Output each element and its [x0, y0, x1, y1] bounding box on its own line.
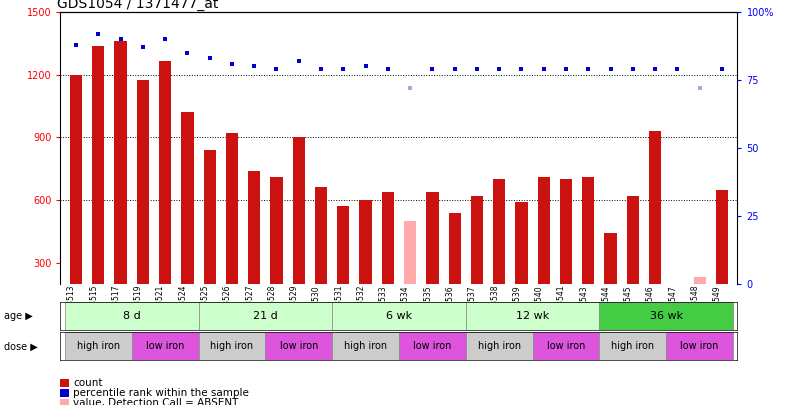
Bar: [92, 45, 105, 284]
Text: low iron: low iron: [280, 341, 318, 351]
Bar: [538, 177, 550, 284]
Bar: [359, 200, 372, 284]
Text: low iron: low iron: [546, 341, 585, 351]
Bar: [649, 131, 661, 284]
Text: high iron: high iron: [77, 341, 120, 351]
Bar: [137, 80, 149, 284]
Bar: [332, 332, 399, 360]
Bar: [716, 190, 728, 284]
Text: low iron: low iron: [680, 341, 719, 351]
Bar: [315, 188, 327, 284]
Bar: [181, 112, 193, 284]
Text: low iron: low iron: [146, 341, 185, 351]
Bar: [493, 179, 505, 284]
Bar: [560, 179, 572, 284]
Bar: [466, 332, 533, 360]
Text: 8 d: 8 d: [123, 311, 140, 321]
Bar: [448, 213, 461, 284]
Bar: [600, 302, 733, 330]
Bar: [382, 192, 394, 284]
Text: percentile rank within the sample: percentile rank within the sample: [73, 388, 249, 398]
Bar: [471, 196, 483, 284]
Bar: [226, 133, 238, 284]
Bar: [337, 206, 350, 284]
Bar: [399, 332, 466, 360]
Bar: [667, 332, 733, 360]
Text: value, Detection Call = ABSENT: value, Detection Call = ABSENT: [73, 398, 239, 405]
Text: dose ▶: dose ▶: [4, 341, 38, 351]
Text: high iron: high iron: [344, 341, 387, 351]
Bar: [131, 332, 198, 360]
Text: 36 wk: 36 wk: [650, 311, 683, 321]
Bar: [671, 284, 683, 286]
Bar: [293, 137, 305, 284]
Bar: [404, 221, 416, 284]
Text: GDS1054 / 1371477_at: GDS1054 / 1371477_at: [57, 0, 218, 11]
Bar: [265, 332, 332, 360]
Bar: [248, 171, 260, 284]
Bar: [600, 332, 667, 360]
Text: 12 wk: 12 wk: [516, 311, 549, 321]
Text: low iron: low iron: [413, 341, 451, 351]
Bar: [466, 302, 600, 330]
Bar: [65, 332, 131, 360]
Bar: [693, 277, 706, 284]
Bar: [198, 332, 265, 360]
Text: age ▶: age ▶: [4, 311, 33, 321]
Text: high iron: high iron: [478, 341, 521, 351]
Bar: [426, 192, 438, 284]
Bar: [533, 332, 600, 360]
Text: 6 wk: 6 wk: [386, 311, 412, 321]
Bar: [159, 61, 171, 284]
Text: 21 d: 21 d: [253, 311, 278, 321]
Bar: [627, 196, 639, 284]
Text: count: count: [73, 378, 103, 388]
Bar: [604, 233, 617, 284]
Bar: [198, 302, 332, 330]
Bar: [70, 75, 82, 283]
Bar: [515, 202, 528, 284]
Bar: [114, 41, 127, 284]
Bar: [65, 302, 198, 330]
Bar: [270, 177, 283, 284]
Bar: [332, 302, 466, 330]
Bar: [582, 177, 594, 284]
Bar: [204, 150, 216, 284]
Text: high iron: high iron: [210, 341, 254, 351]
Text: high iron: high iron: [611, 341, 654, 351]
